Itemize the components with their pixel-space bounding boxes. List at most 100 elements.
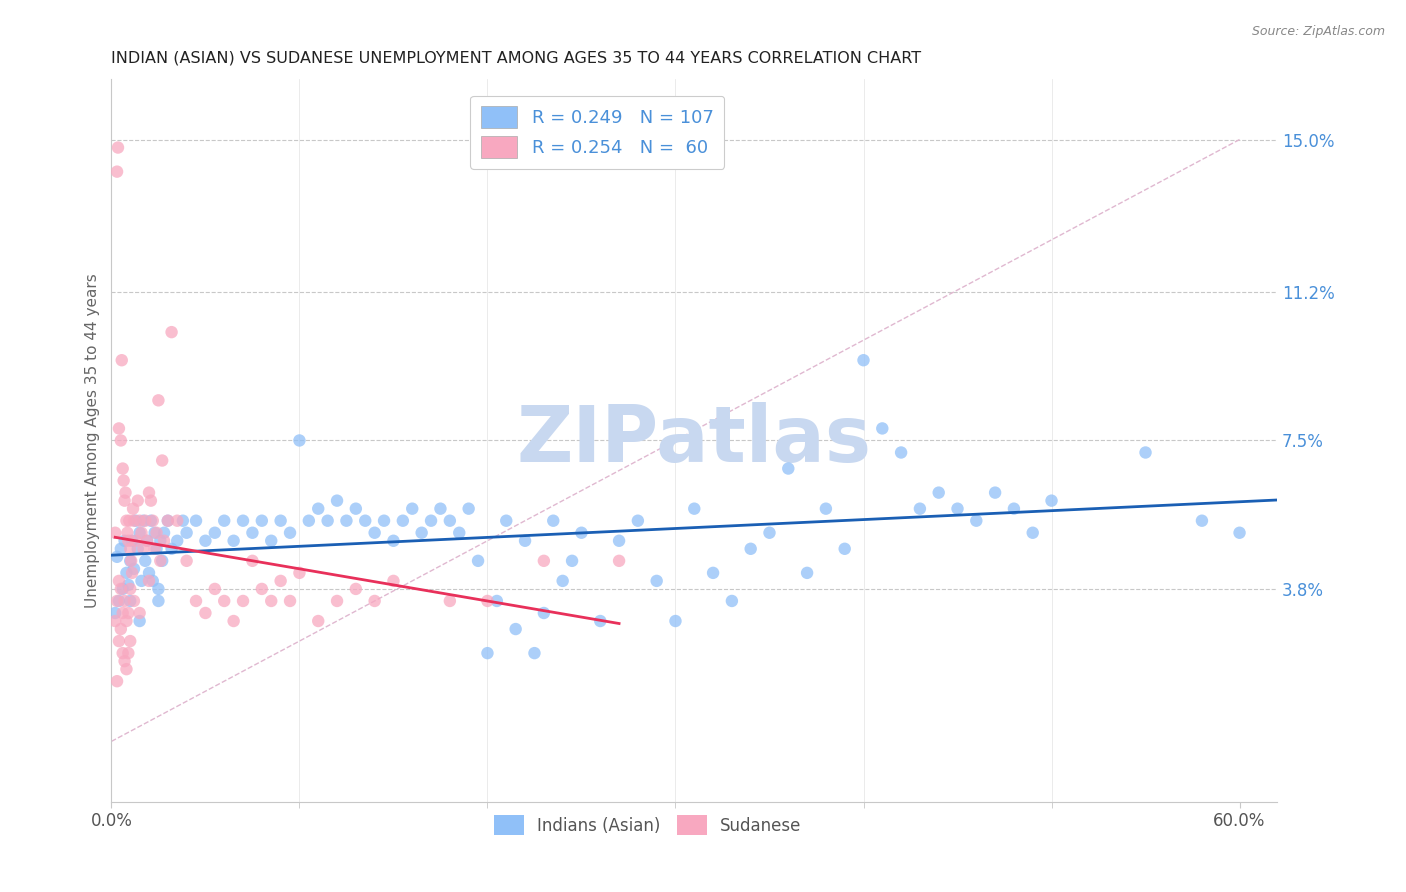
Point (288, 434, 311, 448)
Point (114, 654, 136, 668)
Point (120, 594, 142, 608)
Point (138, 574, 160, 588)
Point (153, 525, 176, 540)
Point (946, 501, 969, 516)
Point (561, 554, 583, 568)
Point (143, 525, 166, 540)
Point (127, 541, 149, 556)
Text: INDIAN (ASIAN) VS SUDANESE UNEMPLOYMENT AMONG AGES 35 TO 44 YEARS CORRELATION CH: INDIAN (ASIAN) VS SUDANESE UNEMPLOYMENT … (111, 51, 921, 66)
Point (204, 525, 226, 540)
Point (326, 493, 349, 508)
Point (111, 646, 134, 660)
Legend: Indians (Asian), Sudanese: Indians (Asian), Sudanese (485, 806, 810, 844)
Point (105, 594, 128, 608)
Point (288, 566, 311, 580)
Point (139, 493, 162, 508)
Point (128, 606, 150, 620)
Point (439, 514, 461, 528)
Point (148, 582, 170, 596)
Point (114, 533, 136, 548)
Point (627, 514, 650, 528)
Point (128, 614, 150, 628)
Point (194, 533, 217, 548)
Point (110, 622, 132, 636)
Point (212, 594, 235, 608)
Point (117, 533, 139, 548)
Point (131, 574, 153, 588)
Point (134, 554, 156, 568)
Point (477, 594, 499, 608)
Point (278, 594, 301, 608)
Point (429, 501, 451, 516)
Point (589, 614, 612, 628)
Point (740, 541, 762, 556)
Point (120, 554, 142, 568)
Point (115, 514, 138, 528)
Point (344, 501, 367, 516)
Point (104, 525, 127, 540)
Point (138, 485, 160, 500)
Point (166, 533, 188, 548)
Point (176, 554, 198, 568)
Point (392, 514, 415, 528)
Point (108, 421, 131, 435)
Point (250, 582, 273, 596)
Point (111, 461, 134, 475)
Point (852, 353, 875, 368)
Point (120, 582, 142, 596)
Point (222, 614, 245, 628)
Point (814, 501, 837, 516)
Point (125, 514, 148, 528)
Point (1002, 501, 1025, 516)
Point (872, 421, 894, 435)
Point (467, 554, 489, 568)
Point (149, 533, 172, 548)
Point (204, 582, 226, 596)
Point (114, 594, 136, 608)
Point (232, 594, 254, 608)
Point (136, 533, 159, 548)
Point (270, 514, 292, 528)
Point (607, 533, 630, 548)
Point (117, 578, 139, 592)
Point (513, 533, 536, 548)
Point (118, 514, 141, 528)
Point (108, 634, 131, 648)
Point (120, 554, 142, 568)
Point (105, 164, 128, 178)
Point (298, 514, 321, 528)
Point (796, 566, 818, 580)
Point (105, 674, 128, 689)
Point (307, 501, 329, 516)
Point (172, 514, 194, 528)
Point (148, 594, 170, 608)
Point (523, 646, 546, 660)
Point (344, 582, 367, 596)
Point (645, 574, 668, 588)
Point (495, 514, 517, 528)
Point (111, 606, 134, 620)
Point (908, 501, 931, 516)
Point (326, 594, 349, 608)
Point (184, 514, 207, 528)
Point (122, 501, 145, 516)
Point (194, 606, 217, 620)
Y-axis label: Unemployment Among Ages 35 to 44 years: Unemployment Among Ages 35 to 44 years (86, 273, 100, 607)
Point (890, 445, 912, 459)
Point (117, 525, 139, 540)
Point (127, 493, 149, 508)
Point (551, 574, 574, 588)
Point (533, 606, 555, 620)
Point (156, 514, 179, 528)
Point (250, 514, 273, 528)
Point (363, 594, 385, 608)
Point (105, 549, 128, 564)
Point (111, 353, 134, 368)
Point (160, 325, 183, 339)
Point (373, 514, 395, 528)
Point (721, 594, 744, 608)
Point (132, 514, 155, 528)
Text: ZIPatlas: ZIPatlas (517, 402, 872, 478)
Point (316, 514, 339, 528)
Point (449, 525, 471, 540)
